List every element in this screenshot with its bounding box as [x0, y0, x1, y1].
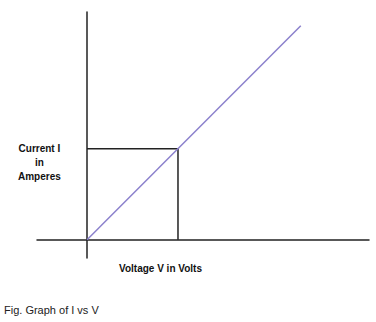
svg-text:in: in — [35, 157, 44, 168]
svg-text:Amperes: Amperes — [18, 171, 61, 182]
svg-text:Current I: Current I — [19, 143, 61, 154]
svg-text:Voltage V in Volts: Voltage V in Volts — [119, 263, 202, 274]
svg-text:Fig. Graph of I vs V: Fig. Graph of I vs V — [4, 304, 99, 316]
